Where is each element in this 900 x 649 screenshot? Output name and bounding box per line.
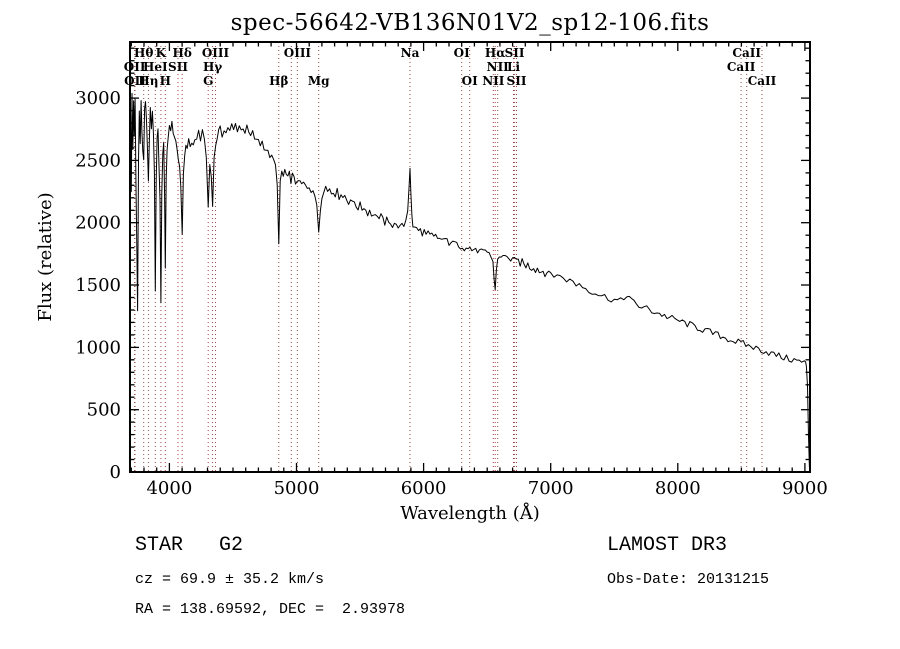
svg-text:2000: 2000 bbox=[75, 213, 121, 234]
svg-text:1000: 1000 bbox=[75, 337, 121, 358]
line-label: SII bbox=[505, 46, 525, 60]
svg-text:8000: 8000 bbox=[655, 478, 701, 499]
line-label: NII bbox=[482, 74, 505, 88]
line-label: Hθ bbox=[134, 46, 153, 60]
axis-ticks bbox=[130, 42, 810, 473]
line-label: OIII bbox=[284, 46, 312, 60]
line-label: SII bbox=[507, 74, 527, 88]
line-label: OI bbox=[462, 74, 478, 88]
ra-dec: RA = 138.69592, DEC = 2.93978 bbox=[135, 601, 406, 618]
line-label: H bbox=[160, 74, 171, 88]
line-label: NII bbox=[487, 60, 510, 74]
svg-text:6000: 6000 bbox=[401, 478, 447, 499]
svg-text:3000: 3000 bbox=[75, 88, 121, 109]
svg-text:7000: 7000 bbox=[528, 478, 574, 499]
line-label: Hγ bbox=[203, 60, 222, 74]
line-label: Na bbox=[401, 46, 420, 60]
svg-text:500: 500 bbox=[87, 400, 121, 421]
line-label: Mg bbox=[308, 74, 330, 88]
y-axis-label: Flux (relative) bbox=[35, 192, 56, 322]
y-tick-labels: 0 500 1000 1500 2000 2500 3000 bbox=[75, 88, 121, 483]
line-label: G bbox=[203, 74, 213, 88]
line-label: OI bbox=[454, 46, 470, 60]
line-label: OIII bbox=[202, 46, 230, 60]
svg-text:5000: 5000 bbox=[274, 478, 320, 499]
svg-text:4000: 4000 bbox=[146, 478, 192, 499]
object-type-label: STAR G2 bbox=[135, 534, 244, 557]
spectral-line-markers bbox=[134, 42, 763, 472]
plot-title: spec-56642-VB136N01V2_sp12-106.fits bbox=[230, 10, 710, 36]
x-tick-labels: 4000 5000 6000 7000 8000 9000 bbox=[146, 478, 827, 499]
svg-text:0: 0 bbox=[110, 462, 121, 483]
flux-trace bbox=[129, 92, 810, 470]
svg-text:1500: 1500 bbox=[75, 275, 121, 296]
line-label: SII bbox=[168, 60, 188, 74]
survey-label: LAMOST DR3 bbox=[607, 534, 728, 557]
line-label: HeI bbox=[143, 60, 168, 74]
line-label: CaII bbox=[727, 60, 756, 74]
line-label: Hδ bbox=[173, 46, 192, 60]
line-label: Hβ bbox=[269, 74, 288, 88]
line-label: Li bbox=[507, 60, 520, 74]
line-label: Hη bbox=[138, 74, 158, 88]
line-label: CaII bbox=[748, 74, 777, 88]
axis-frame bbox=[129, 41, 811, 473]
obs-date: Obs-Date: 20131215 bbox=[607, 571, 770, 588]
cz-value: cz = 69.9 ± 35.2 km/s bbox=[135, 571, 325, 588]
x-axis-label: Wavelength (Å) bbox=[400, 503, 540, 524]
line-label: Hα bbox=[485, 46, 506, 60]
line-label: CaII bbox=[732, 46, 761, 60]
line-label: K bbox=[156, 46, 167, 60]
svg-text:9000: 9000 bbox=[782, 478, 828, 499]
svg-text:2500: 2500 bbox=[75, 150, 121, 171]
